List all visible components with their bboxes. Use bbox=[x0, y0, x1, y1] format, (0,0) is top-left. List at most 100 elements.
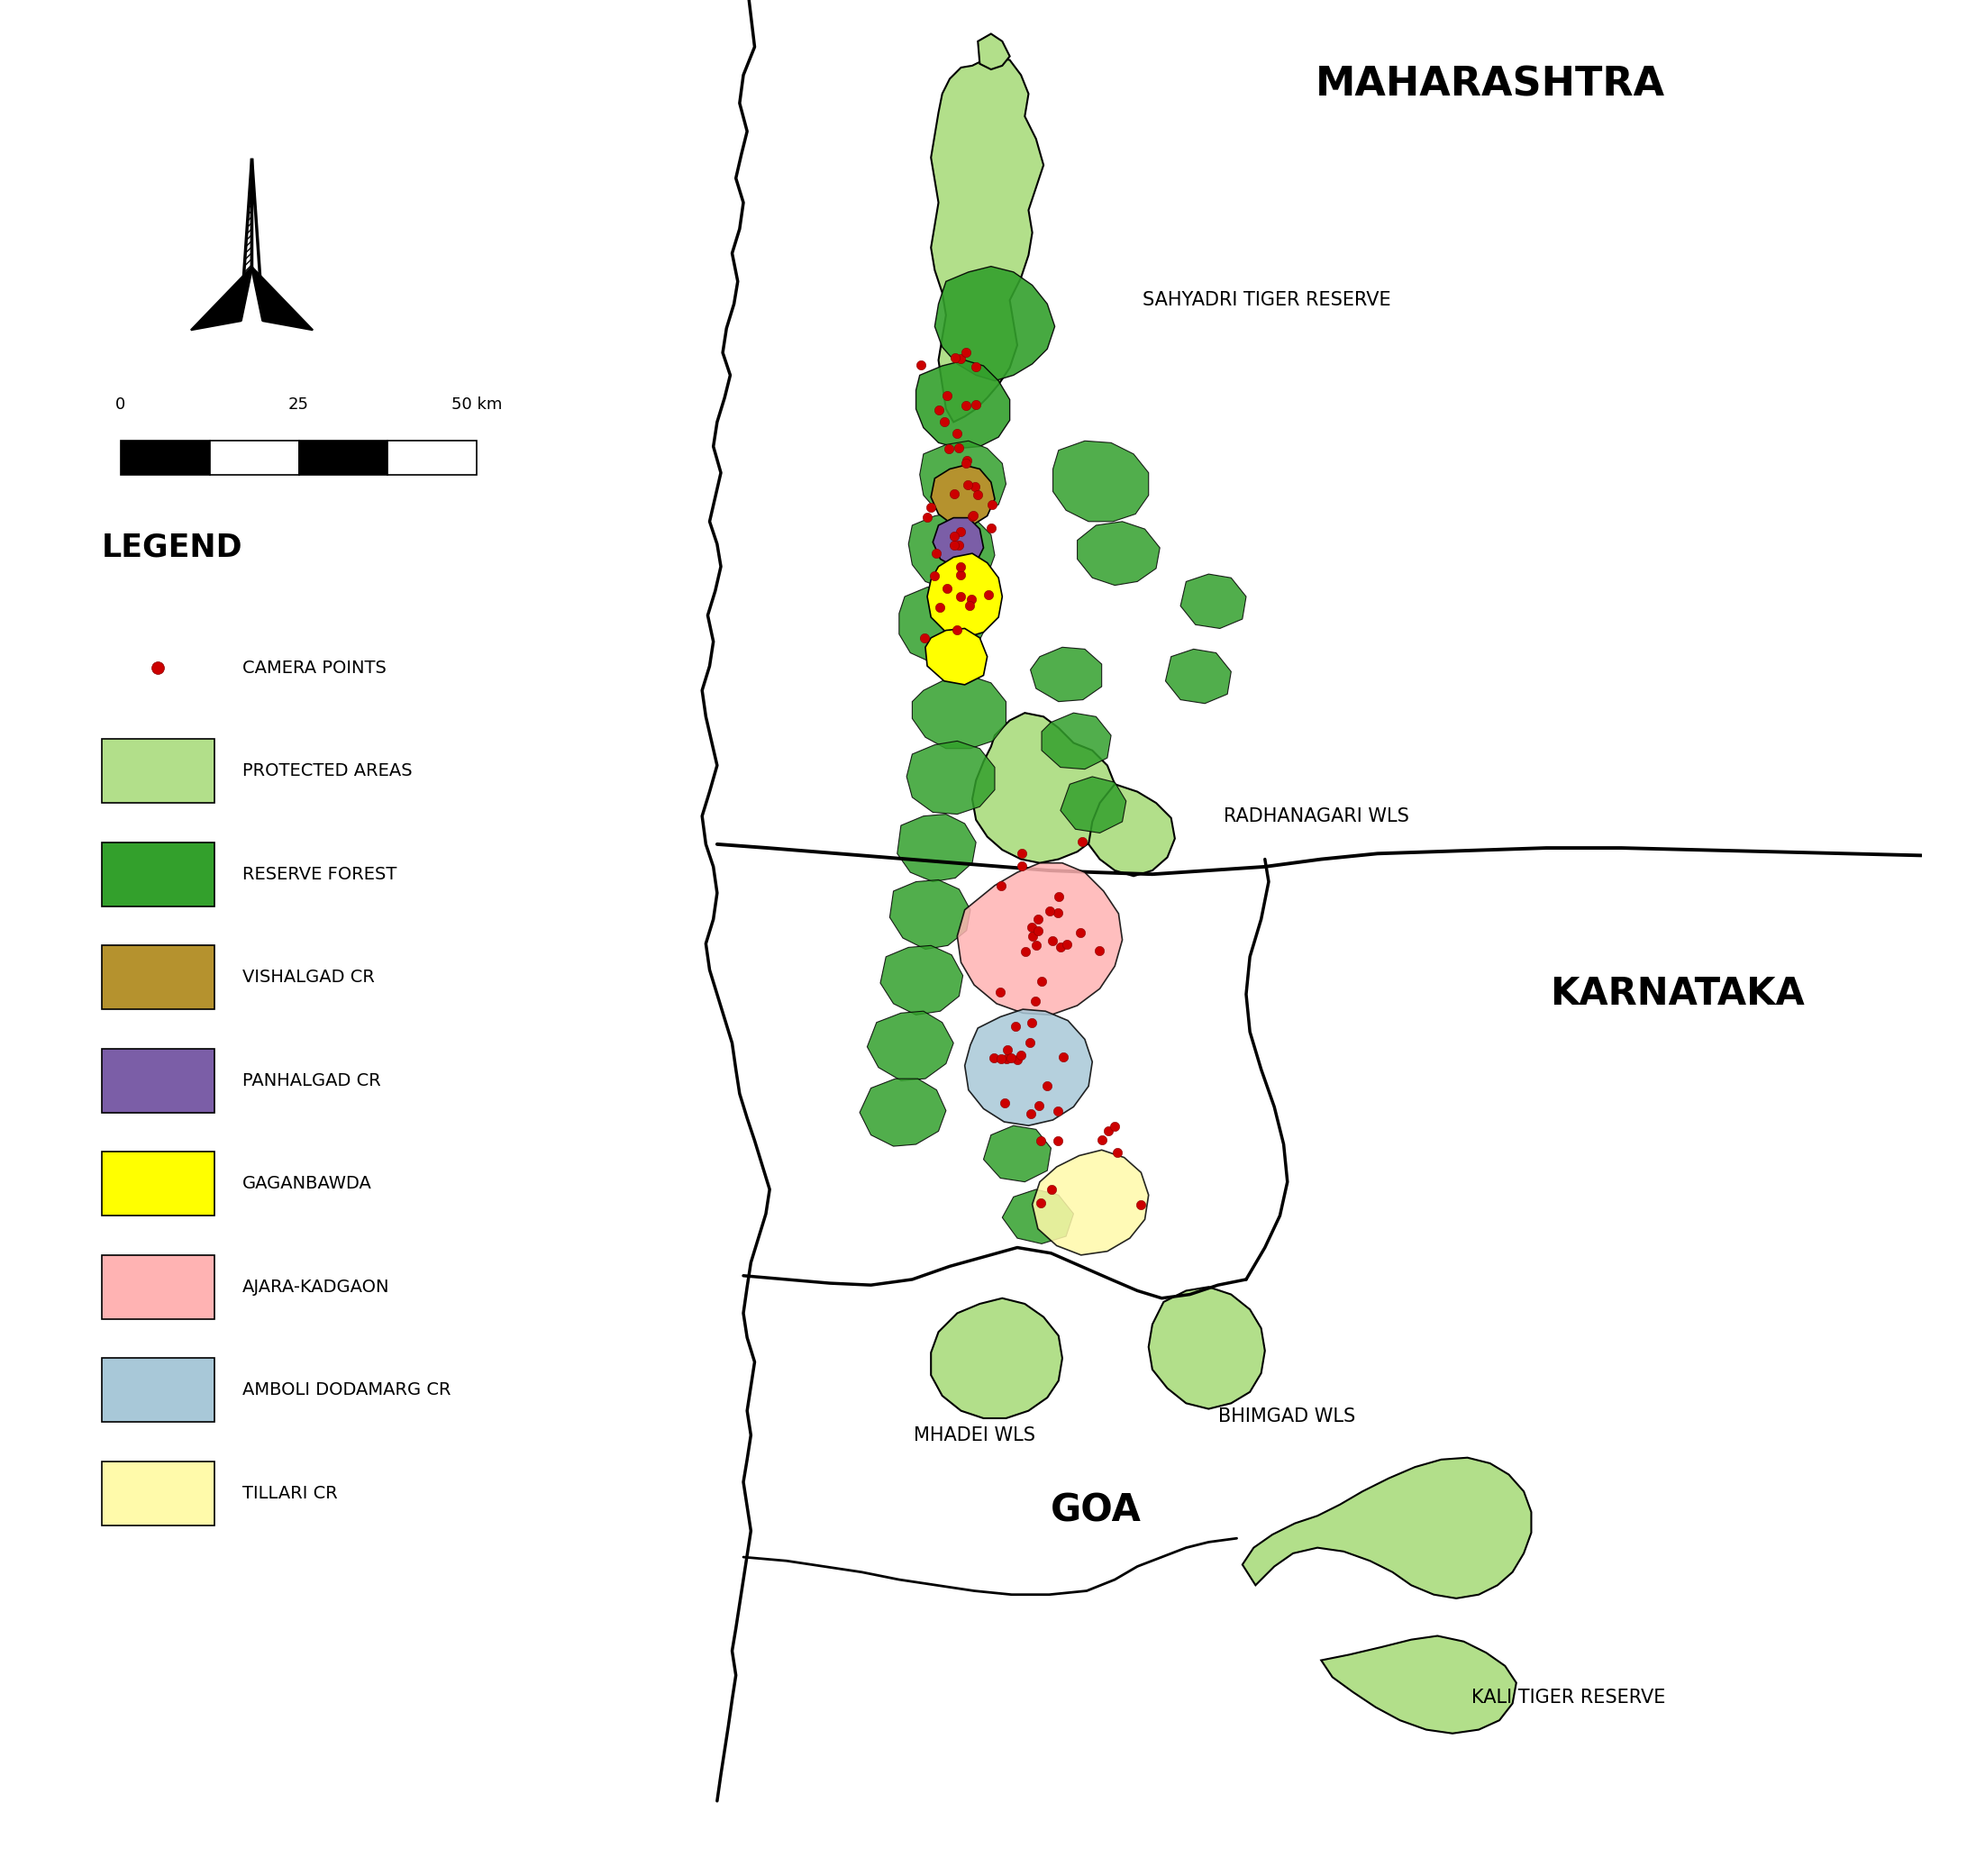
Point bbox=[985, 870, 1017, 900]
Polygon shape bbox=[1031, 647, 1102, 702]
Polygon shape bbox=[909, 512, 995, 589]
Point bbox=[950, 390, 982, 420]
Point bbox=[1084, 936, 1115, 966]
Polygon shape bbox=[926, 553, 1003, 638]
Point bbox=[938, 478, 970, 508]
Point bbox=[1015, 1026, 1046, 1056]
Bar bbox=[102, 739, 214, 803]
Point bbox=[1064, 917, 1096, 947]
Point bbox=[944, 516, 976, 546]
Point bbox=[956, 583, 987, 613]
Polygon shape bbox=[1166, 649, 1231, 704]
Point bbox=[1023, 915, 1054, 946]
Text: RADHANAGARI WLS: RADHANAGARI WLS bbox=[1223, 807, 1408, 825]
Point bbox=[1102, 1139, 1133, 1169]
Text: LEGEND: LEGEND bbox=[102, 533, 242, 563]
Point bbox=[1092, 1116, 1123, 1146]
Text: MHADEI WLS: MHADEI WLS bbox=[915, 1426, 1037, 1445]
Polygon shape bbox=[881, 946, 964, 1015]
Point bbox=[1043, 882, 1074, 912]
Point bbox=[978, 490, 1009, 520]
Point bbox=[1007, 852, 1039, 882]
Point bbox=[905, 351, 936, 381]
Polygon shape bbox=[917, 360, 1009, 448]
Point bbox=[940, 418, 972, 448]
Point bbox=[1066, 827, 1098, 857]
Point bbox=[1025, 966, 1056, 996]
Polygon shape bbox=[907, 741, 995, 814]
Polygon shape bbox=[1060, 777, 1125, 833]
Point bbox=[1015, 1007, 1046, 1037]
Point bbox=[1035, 1174, 1066, 1204]
Point bbox=[1023, 1090, 1054, 1120]
Point bbox=[1015, 912, 1046, 942]
Polygon shape bbox=[1149, 1287, 1265, 1409]
Point bbox=[954, 591, 985, 621]
Text: GAGANBAWDA: GAGANBAWDA bbox=[242, 1174, 372, 1193]
Point bbox=[1015, 1099, 1046, 1129]
Point bbox=[919, 561, 950, 591]
Point bbox=[1001, 1045, 1033, 1075]
Point bbox=[1005, 1039, 1037, 1069]
Bar bbox=[102, 1461, 214, 1525]
Polygon shape bbox=[913, 675, 1005, 749]
Point bbox=[960, 353, 991, 383]
Point bbox=[950, 448, 982, 478]
Point bbox=[958, 501, 989, 531]
Bar bbox=[102, 1049, 214, 1112]
Text: AMBOLI DODAMARG CR: AMBOLI DODAMARG CR bbox=[242, 1381, 450, 1399]
Polygon shape bbox=[934, 266, 1054, 381]
Polygon shape bbox=[1180, 574, 1247, 628]
Text: TILLARI CR: TILLARI CR bbox=[242, 1484, 338, 1503]
Point bbox=[956, 501, 987, 531]
Point bbox=[942, 433, 974, 463]
Point bbox=[909, 623, 940, 653]
Polygon shape bbox=[1052, 441, 1149, 522]
Text: MAHARASHTRA: MAHARASHTRA bbox=[1316, 66, 1664, 103]
Point bbox=[960, 390, 991, 420]
Polygon shape bbox=[958, 863, 1123, 1015]
Bar bbox=[102, 1255, 214, 1319]
Polygon shape bbox=[1078, 522, 1161, 585]
Point bbox=[1048, 1041, 1080, 1071]
Polygon shape bbox=[1243, 1458, 1530, 1598]
Point bbox=[1037, 927, 1068, 957]
Polygon shape bbox=[860, 1079, 946, 1146]
Text: CAMERA POINTS: CAMERA POINTS bbox=[242, 658, 387, 677]
Point bbox=[1043, 1096, 1074, 1126]
Point bbox=[915, 492, 946, 522]
Bar bbox=[102, 1152, 214, 1216]
Point bbox=[1021, 904, 1052, 934]
Point bbox=[942, 615, 974, 645]
Polygon shape bbox=[972, 713, 1115, 863]
Point bbox=[930, 381, 962, 411]
Text: VISHALGAD CR: VISHALGAD CR bbox=[242, 968, 376, 987]
Text: GOA: GOA bbox=[1050, 1491, 1141, 1529]
Bar bbox=[102, 842, 214, 906]
Point bbox=[1007, 839, 1039, 869]
Point bbox=[944, 582, 976, 612]
Text: AJARA-KADGAON: AJARA-KADGAON bbox=[242, 1278, 389, 1296]
Point bbox=[942, 529, 974, 559]
Bar bbox=[387, 441, 476, 475]
Polygon shape bbox=[964, 1009, 1092, 1126]
Polygon shape bbox=[897, 814, 976, 882]
Point bbox=[978, 1043, 1009, 1073]
Bar bbox=[102, 1358, 214, 1422]
Polygon shape bbox=[1322, 1636, 1517, 1733]
Polygon shape bbox=[924, 628, 987, 685]
Point bbox=[960, 471, 991, 501]
Point bbox=[944, 343, 976, 373]
Text: RESERVE FOREST: RESERVE FOREST bbox=[242, 865, 397, 884]
Polygon shape bbox=[867, 1011, 954, 1081]
Point bbox=[930, 574, 962, 604]
Text: SAHYADRI TIGER RESERVE: SAHYADRI TIGER RESERVE bbox=[1143, 291, 1391, 310]
Point bbox=[911, 503, 942, 533]
Text: PROTECTED AREAS: PROTECTED AREAS bbox=[242, 762, 413, 780]
Bar bbox=[299, 441, 387, 475]
Point bbox=[944, 552, 976, 582]
Point bbox=[989, 1088, 1021, 1118]
Polygon shape bbox=[930, 1298, 1062, 1418]
Text: KALI TIGER RESERVE: KALI TIGER RESERVE bbox=[1471, 1688, 1666, 1707]
Polygon shape bbox=[1088, 784, 1174, 876]
